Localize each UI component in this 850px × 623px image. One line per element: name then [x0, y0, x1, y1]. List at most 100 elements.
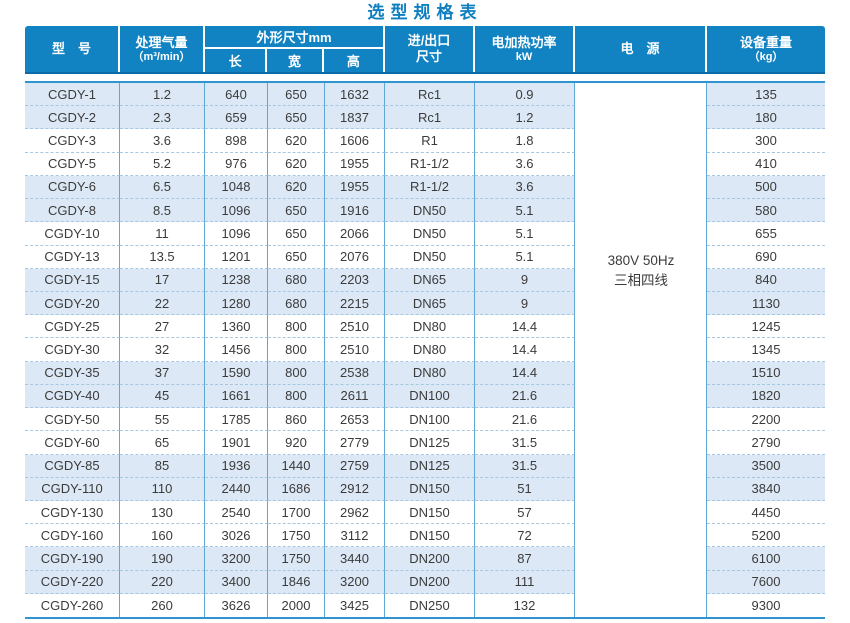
header-power-unit: kW [515, 50, 533, 63]
weight-cell: 1345 [707, 338, 825, 362]
height-cell: 2510 [325, 338, 385, 362]
table-row: CGDY-220 220 3400 1846 3200 DN200 111 76… [25, 570, 825, 594]
header-dimensions-label: 外形尺寸mm [205, 26, 383, 49]
airflow-cell: 190 [120, 547, 205, 571]
height-cell: 2759 [325, 454, 385, 478]
width-cell: 2000 [268, 593, 325, 618]
supply-cell [575, 593, 707, 618]
inlet-cell: DN200 [385, 547, 475, 571]
power-cell: 21.6 [475, 384, 575, 409]
model-cell: CGDY-190 [25, 547, 120, 571]
page-title: 选型规格表 [367, 3, 483, 22]
inlet-cell: DN80 [385, 315, 475, 339]
weight-cell: 840 [707, 268, 825, 292]
length-cell: 1901 [205, 431, 268, 455]
weight-cell: 5200 [707, 524, 825, 548]
table-row: CGDY-40 45 1661 800 2611 DN100 21.6 1820 [25, 384, 825, 409]
supply-cell [575, 315, 707, 339]
width-cell: 800 [268, 338, 325, 362]
power-cell: 87 [475, 547, 575, 571]
length-cell: 1280 [205, 291, 268, 316]
weight-cell: 410 [707, 152, 825, 176]
width-cell: 1700 [268, 500, 325, 525]
height-cell: 1606 [325, 129, 385, 153]
table-row: CGDY-85 85 1936 1440 2759 DN125 31.5 350… [25, 454, 825, 478]
header-length: 长 [205, 49, 268, 72]
supply-cell [575, 570, 707, 594]
weight-cell: 1130 [707, 291, 825, 316]
weight-cell: 2790 [707, 431, 825, 455]
header-model-label: 型 号 [51, 41, 91, 56]
height-cell: 2779 [325, 431, 385, 455]
inlet-cell: DN65 [385, 268, 475, 292]
airflow-cell: 55 [120, 408, 205, 432]
header-weight-unit: （kg） [748, 50, 784, 63]
weight-cell: 3500 [707, 454, 825, 478]
inlet-cell: DN250 [385, 593, 475, 618]
model-cell: CGDY-15 [25, 268, 120, 292]
supply-cell [575, 361, 707, 385]
model-cell: CGDY-50 [25, 408, 120, 432]
length-cell: 2440 [205, 477, 268, 501]
height-cell: 2203 [325, 268, 385, 292]
width-cell: 1686 [268, 477, 325, 501]
inlet-cell: DN100 [385, 408, 475, 432]
height-cell: 3200 [325, 570, 385, 594]
airflow-cell: 220 [120, 570, 205, 594]
supply-cell [575, 175, 707, 200]
length-cell: 3026 [205, 524, 268, 548]
weight-cell: 7600 [707, 570, 825, 594]
inlet-cell: DN150 [385, 477, 475, 501]
supply-cell [575, 268, 707, 292]
height-cell: 1955 [325, 152, 385, 176]
power-cell: 14.4 [475, 338, 575, 362]
length-cell: 1590 [205, 361, 268, 385]
table-row: CGDY-190 190 3200 1750 3440 DN200 87 610… [25, 547, 825, 571]
weight-cell: 4450 [707, 500, 825, 525]
height-cell: 3112 [325, 524, 385, 548]
spec-table: 型 号 处理气量 （m³/min） 外形尺寸mm 长 宽 高 进/出口 尺寸 电… [25, 26, 825, 619]
supply-cell [575, 408, 707, 432]
airflow-cell: 37 [120, 361, 205, 385]
supply-cell [575, 152, 707, 176]
airflow-cell: 32 [120, 338, 205, 362]
inlet-cell: DN80 [385, 338, 475, 362]
supply-cell [575, 454, 707, 478]
table-row: CGDY-25 27 1360 800 2510 DN80 14.4 1245 [25, 315, 825, 339]
supply-cell [575, 547, 707, 571]
table-row: CGDY-35 37 1590 800 2538 DN80 14.4 1510 [25, 361, 825, 385]
length-cell: 1661 [205, 384, 268, 409]
width-cell: 650 [268, 199, 325, 223]
height-cell: 1916 [325, 199, 385, 223]
header-weight-label: 设备重量 [739, 34, 792, 50]
width-cell: 620 [268, 175, 325, 200]
height-cell: 2076 [325, 245, 385, 269]
header-airflow-label: 处理气量 [135, 34, 188, 50]
width-cell: 680 [268, 268, 325, 292]
airflow-cell: 13.5 [120, 245, 205, 269]
supply-cell [575, 245, 707, 269]
length-cell: 1456 [205, 338, 268, 362]
height-cell: 2962 [325, 500, 385, 525]
length-cell: 659 [205, 106, 268, 130]
height-cell: 2066 [325, 222, 385, 246]
weight-cell: 300 [707, 129, 825, 153]
header-model: 型 号 [25, 26, 120, 72]
model-cell: CGDY-40 [25, 384, 120, 409]
inlet-cell: R1 [385, 129, 475, 153]
table-row: CGDY-20 22 1280 680 2215 DN65 9 1130 [25, 291, 825, 316]
table-body: 380V 50Hz 三相四线 CGDY-1 1.2 640 650 1632 R… [25, 81, 825, 619]
length-cell: 1048 [205, 175, 268, 200]
supply-cell [575, 129, 707, 153]
height-cell: 2611 [325, 384, 385, 409]
supply-cell [575, 338, 707, 362]
width-cell: 680 [268, 291, 325, 316]
header-height: 高 [346, 54, 360, 69]
supply-cell [575, 384, 707, 409]
airflow-cell: 45 [120, 384, 205, 409]
width-cell: 920 [268, 431, 325, 455]
supply-cell [575, 477, 707, 501]
inlet-cell: Rc1 [385, 83, 475, 107]
table-row: CGDY-60 65 1901 920 2779 DN125 31.5 2790 [25, 431, 825, 455]
length-cell: 3626 [205, 593, 268, 618]
